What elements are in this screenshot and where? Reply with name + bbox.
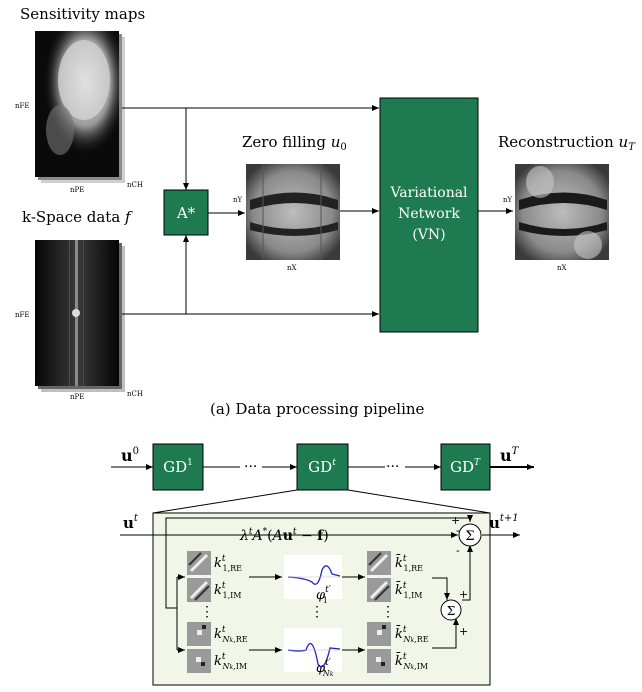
sum-symbol-top: Σ — [465, 529, 474, 544]
kspace-axis-ch: nCH — [127, 390, 143, 398]
gd-box-T-label: GDT — [450, 458, 481, 476]
kspace-axis-pe: nPE — [70, 393, 84, 401]
transposed-filter-kernels — [367, 551, 391, 673]
gd-box-1 — [152, 443, 204, 491]
kspace-image — [35, 240, 125, 392]
sum-node-top — [458, 523, 482, 547]
sensitivity-maps-label: Sensitivity maps — [20, 5, 145, 23]
gd-box-T — [440, 443, 491, 491]
reconstruction-axis-y: nY — [503, 196, 513, 204]
vn-label-line2: Network — [398, 206, 460, 222]
adjoint-operator-box — [163, 189, 209, 236]
sens-axis-ch: nCH — [127, 181, 143, 189]
gd-chain-output: uT — [500, 446, 520, 465]
gd-chain-input: u0 — [121, 446, 139, 465]
zero-filling-image — [246, 164, 340, 260]
sens-axis-pe: nPE — [70, 186, 84, 194]
vdots-middle: ⋮ — [310, 604, 324, 620]
reconstruction-image — [515, 164, 609, 260]
gd-chain-dots-2: ··· — [386, 459, 399, 475]
gd-step-output: ut+1 — [489, 513, 519, 532]
gd-box-t-label: GDt — [308, 458, 336, 476]
pipeline-connectors — [122, 105, 513, 317]
sensitivity-maps-image — [35, 31, 125, 183]
gd-box-1-label: GD1 — [163, 458, 193, 476]
vdots-left: ⋮ — [200, 604, 214, 620]
sum-top-plus: + — [451, 514, 460, 527]
variational-network-box — [379, 97, 479, 333]
sum-inner-plus-2: + — [459, 625, 468, 638]
gd-step-connectors — [120, 515, 520, 653]
sum-top-minus-2: - — [456, 544, 460, 557]
reconstruction-axis-x: nX — [557, 264, 567, 272]
zero-filling-label: Zero filling u0 — [242, 133, 347, 153]
gd-step-input: ut — [123, 513, 139, 532]
data-term: λtA*(Aut − f) — [239, 527, 329, 544]
zero-filling-axis-x: nX — [287, 264, 297, 272]
kspace-axis-fe: nFE — [15, 311, 29, 319]
vn-label-line1: Variational — [389, 185, 468, 201]
activation-plot-nk — [284, 628, 342, 672]
caption-a: (a) Data processing pipeline — [210, 400, 425, 418]
gd-chain-dots-1: ··· — [244, 459, 257, 475]
adjoint-operator-label: A* — [176, 204, 196, 222]
activation-plot-1 — [284, 555, 342, 599]
zoom-lines — [152, 489, 491, 514]
activation-label-1: φt′ 1 — [316, 585, 331, 605]
gd-box-t — [296, 443, 349, 491]
kspace-label: k-Space data f — [22, 208, 133, 226]
reconstruction-label: Reconstruction uT — [498, 133, 636, 153]
zero-filling-axis-y: nY — [233, 196, 243, 204]
filter-kernels — [187, 551, 211, 673]
sum-top-minus-1: - — [456, 524, 460, 537]
vn-label-line3: (VN) — [412, 227, 445, 243]
sum-inner-plus-1: + — [459, 588, 468, 601]
sens-axis-fe: nFE — [15, 102, 29, 110]
activation-label-nk: φt′ Nk — [316, 658, 334, 678]
vdots-right: ⋮ — [381, 604, 395, 620]
sum-symbol-inner: Σ — [447, 604, 455, 618]
sum-node-inner — [440, 599, 462, 621]
